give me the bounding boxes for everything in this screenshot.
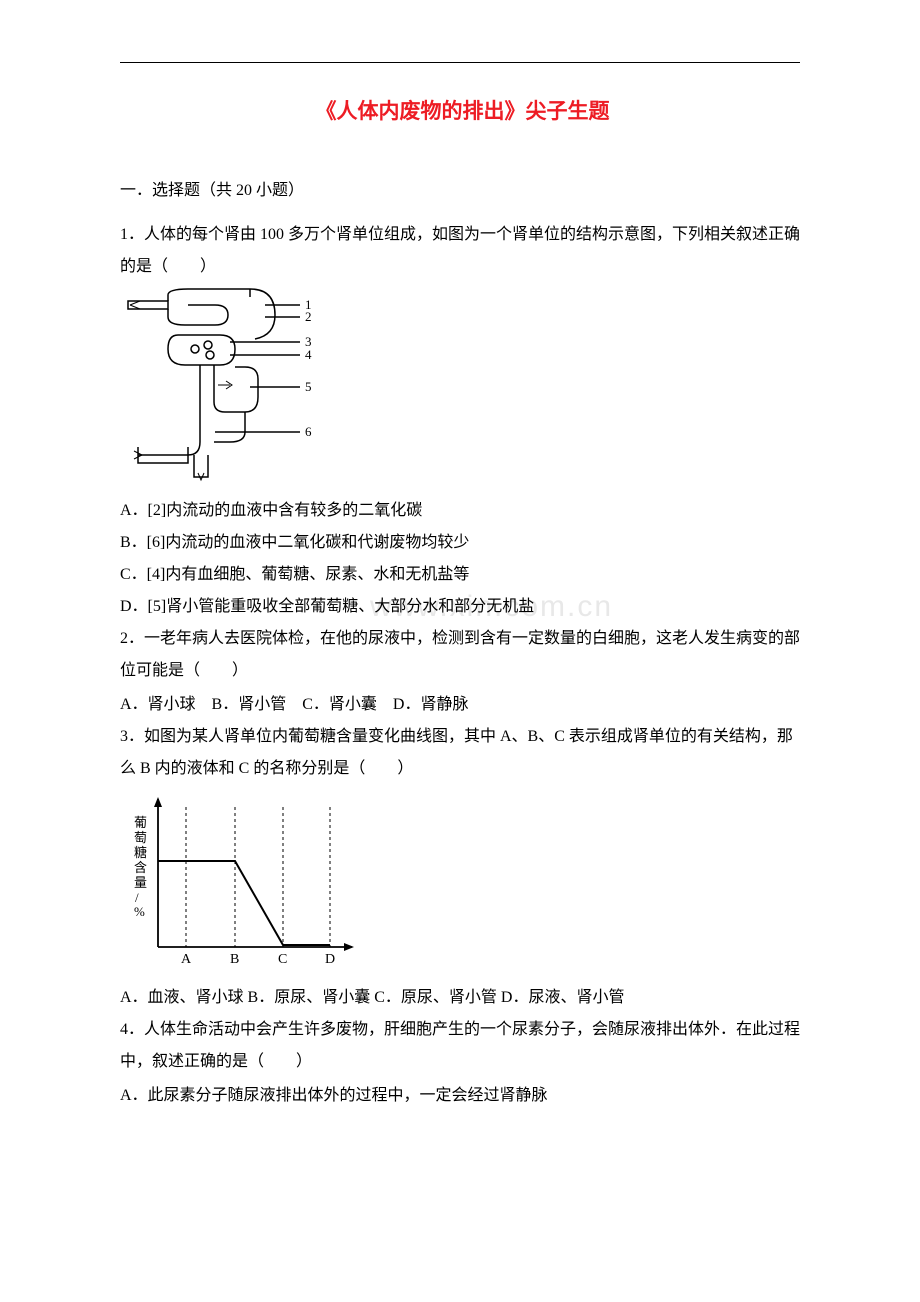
question-2-options: A．肾小球 B．肾小管 C．肾小囊 D．肾静脉 <box>120 689 805 721</box>
question-3-options: A．血液、肾小球 B．原尿、肾小囊 C．原尿、肾小管 D．尿液、肾小管 <box>120 982 805 1014</box>
question-1-option-c: C．[4]内有血细胞、葡萄糖、尿素、水和无机盐等 <box>120 559 805 591</box>
svg-text:含: 含 <box>134 860 147 875</box>
page-title: 《人体内废物的排出》尖子生题 <box>120 95 805 125</box>
svg-text:5: 5 <box>305 379 312 394</box>
svg-text:量: 量 <box>134 875 147 890</box>
question-1-text: 1．人体的每个肾由 100 多万个肾单位组成，如图为一个肾单位的结构示意图，下列… <box>120 219 805 283</box>
svg-text:葡: 葡 <box>134 815 147 830</box>
question-1-diagram: 1 2 3 4 5 6 <box>120 287 805 487</box>
question-2-text: 2．一老年病人去医院体检，在他的尿液中，检测到含有一定数量的白细胞，这老人发生病… <box>120 623 805 687</box>
section-header: 一．选择题（共 20 小题） <box>120 175 805 207</box>
question-1-option-b: B．[6]内流动的血液中二氧化碳和代谢废物均较少 <box>120 527 805 559</box>
svg-text:A: A <box>181 952 192 967</box>
question-3-text: 3．如图为某人肾单位内葡萄糖含量变化曲线图，其中 A、B、C 表示组成肾单位的有… <box>120 721 805 785</box>
svg-text:6: 6 <box>305 424 312 439</box>
svg-text:2: 2 <box>305 309 312 324</box>
question-1-option-a: A．[2]内流动的血液中含有较多的二氧化碳 <box>120 495 805 527</box>
question-3-chart: 葡 萄 糖 含 量 / % A B C D <box>120 789 805 974</box>
svg-text:C: C <box>278 952 287 967</box>
svg-text:%: % <box>134 904 145 919</box>
svg-text:4: 4 <box>305 347 312 362</box>
svg-text:糖: 糖 <box>134 845 147 860</box>
question-4-text: 4．人体生命活动中会产生许多废物，肝细胞产生的一个尿素分子，会随尿液排出体外．在… <box>120 1014 805 1078</box>
svg-text:D: D <box>325 952 335 967</box>
svg-text:萄: 萄 <box>134 830 147 845</box>
svg-text:B: B <box>230 952 239 967</box>
question-4-option-a: A．此尿素分子随尿液排出体外的过程中，一定会经过肾静脉 <box>120 1080 805 1112</box>
top-divider <box>120 62 800 63</box>
question-1-option-d: D．[5]肾小管能重吸收全部葡萄糖、大部分水和部分无机盐 <box>120 591 805 623</box>
svg-text:/: / <box>135 890 139 905</box>
